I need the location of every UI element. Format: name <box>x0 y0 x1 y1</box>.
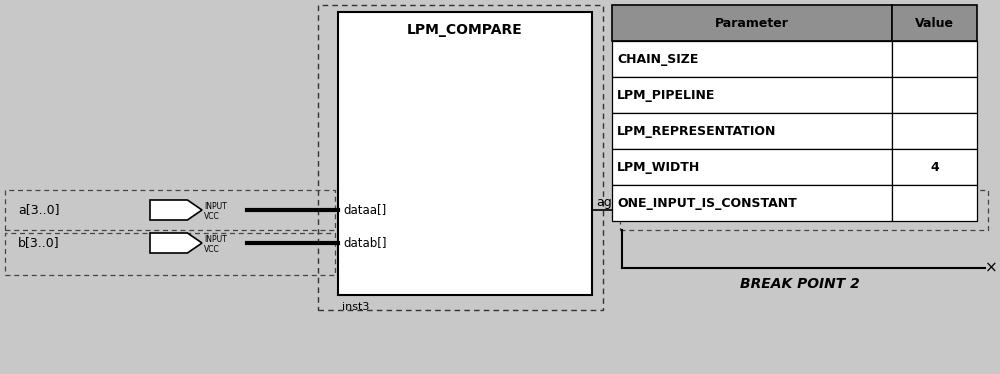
Bar <box>620 190 988 230</box>
Bar <box>612 185 892 221</box>
Text: inst3: inst3 <box>342 302 369 312</box>
Bar <box>612 5 892 41</box>
Bar <box>5 190 335 230</box>
Text: INPUT: INPUT <box>204 202 227 211</box>
Bar <box>892 149 977 185</box>
Bar <box>338 12 592 295</box>
Polygon shape <box>150 233 202 253</box>
Text: LPM_PIPELINE: LPM_PIPELINE <box>617 89 715 101</box>
Bar <box>612 113 892 149</box>
Text: LPM_WIDTH: LPM_WIDTH <box>617 160 700 174</box>
Bar <box>892 41 977 77</box>
Text: agb: agb <box>596 196 620 208</box>
Text: VCC: VCC <box>204 212 220 221</box>
Bar <box>612 77 892 113</box>
Polygon shape <box>660 200 712 220</box>
Text: CHAIN_SIZE: CHAIN_SIZE <box>617 52 698 65</box>
Text: Parameter: Parameter <box>715 16 789 30</box>
Text: datab[]: datab[] <box>343 236 386 249</box>
Text: ONE_INPUT_IS_CONSTANT: ONE_INPUT_IS_CONSTANT <box>617 196 797 209</box>
Text: VCC: VCC <box>204 245 220 254</box>
Text: dataa[]: dataa[] <box>343 203 386 217</box>
Bar <box>5 233 335 275</box>
Text: INPUT: INPUT <box>204 234 227 243</box>
Text: LPM_COMPARE: LPM_COMPARE <box>407 23 523 37</box>
Bar <box>612 149 892 185</box>
Text: 4: 4 <box>930 160 939 174</box>
Polygon shape <box>150 200 202 220</box>
Text: Value: Value <box>915 16 954 30</box>
Bar <box>318 5 603 310</box>
Bar <box>892 185 977 221</box>
Text: OUTPUT: OUTPUT <box>624 200 658 209</box>
Text: ×: × <box>985 261 998 276</box>
Text: agb: agb <box>722 203 746 217</box>
Bar <box>892 77 977 113</box>
Bar <box>612 41 892 77</box>
Text: a[3..0]: a[3..0] <box>18 203 60 217</box>
Bar <box>892 5 977 41</box>
Text: LPM_REPRESENTATION: LPM_REPRESENTATION <box>617 125 776 138</box>
Text: BREAK POINT 2: BREAK POINT 2 <box>740 277 860 291</box>
Bar <box>892 113 977 149</box>
Text: b[3..0]: b[3..0] <box>18 236 60 249</box>
